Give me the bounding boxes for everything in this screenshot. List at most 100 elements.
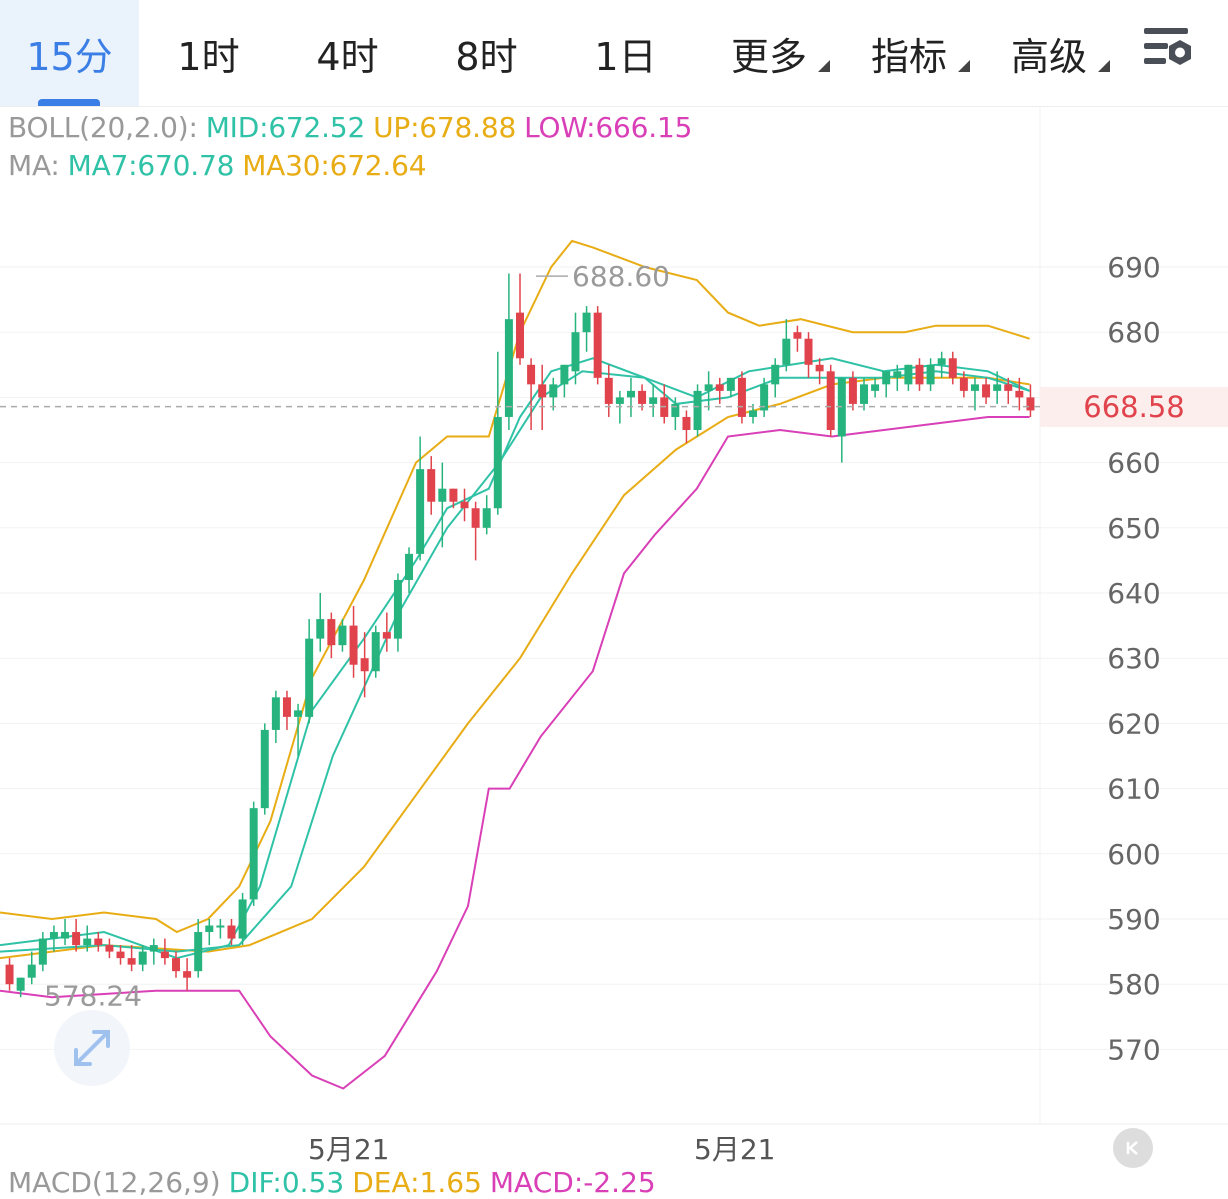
candle	[316, 593, 325, 652]
expand-arrows-icon	[74, 1030, 110, 1066]
candle-body	[371, 632, 380, 672]
candle	[493, 351, 502, 515]
candle-body	[638, 390, 647, 404]
tab-8h[interactable]: 8时	[417, 0, 556, 106]
boll-mid-line	[0, 357, 1031, 953]
tab-15min[interactable]: 15分	[0, 0, 139, 106]
candle	[693, 384, 702, 437]
candle	[915, 358, 924, 391]
tab-4h[interactable]: 4时	[278, 0, 417, 106]
candle-body	[860, 384, 868, 404]
tab-more[interactable]: 更多	[710, 0, 830, 106]
candle-body	[926, 364, 935, 385]
candle-body	[704, 384, 713, 391]
boll-legend: BOLL(20,2.0): MID:672.52 UP:678.88 LOW:666.…	[8, 111, 700, 144]
candle	[172, 951, 180, 978]
candle	[1015, 377, 1024, 411]
candle	[527, 358, 536, 430]
candle	[38, 932, 47, 972]
tab-label: 1日	[594, 34, 657, 79]
candle-body	[871, 384, 880, 391]
candle	[249, 801, 258, 906]
candle-body	[72, 932, 81, 946]
ma30-line	[0, 376, 1030, 960]
candle-body	[682, 416, 691, 430]
candle-body	[915, 364, 924, 385]
candle-body	[1015, 390, 1024, 398]
candle-body	[527, 364, 536, 385]
skip-to-start-icon	[1126, 1141, 1138, 1155]
candle	[1026, 384, 1035, 417]
candle-body	[294, 710, 303, 717]
tab-label: 1时	[177, 34, 240, 79]
candle	[626, 377, 635, 417]
candle	[704, 371, 713, 411]
ma-legend: MA: MA7:670.78 MA30:672.64	[8, 149, 434, 182]
candle-body	[160, 951, 169, 959]
candle-body	[993, 384, 1002, 391]
scroll-to-latest-button[interactable]	[1113, 1128, 1153, 1168]
candle-body	[427, 469, 436, 502]
tab-advanced[interactable]: 高级	[990, 0, 1110, 106]
boll-mid-value: MID:672.52	[205, 111, 366, 144]
candle-body	[549, 384, 558, 398]
candle	[238, 892, 247, 946]
candle	[194, 919, 203, 978]
candle	[183, 958, 192, 991]
candle	[549, 377, 558, 411]
low-price-label: 578.24	[44, 980, 142, 1013]
candle	[405, 547, 414, 593]
tab-1d[interactable]: 1日	[556, 0, 695, 106]
price-tick-label: 660	[1107, 447, 1160, 480]
candle-body	[626, 390, 635, 398]
candle	[149, 938, 158, 965]
candle	[604, 364, 613, 417]
candle-body	[970, 384, 979, 391]
price-axis: 690680670660650640630620610600590580570	[1107, 251, 1160, 1066]
candle	[205, 919, 214, 946]
candle	[449, 488, 458, 509]
candle	[72, 919, 81, 952]
candle-body	[438, 488, 447, 502]
tab-label: 4时	[316, 34, 379, 79]
settings-gear-icon[interactable]	[1138, 22, 1200, 78]
candle	[427, 456, 436, 515]
macd-name: MACD(12,26,9)	[8, 1166, 221, 1199]
candle	[260, 723, 269, 815]
candle	[116, 945, 125, 965]
fullscreen-button[interactable]	[54, 1010, 130, 1086]
candle-body	[782, 338, 791, 365]
candle	[760, 377, 769, 417]
candle	[993, 371, 1002, 404]
tab-1h[interactable]: 1时	[139, 0, 278, 106]
candle	[504, 273, 513, 430]
boll-up-value: UP:678.88	[373, 111, 517, 144]
candle-body	[826, 371, 835, 430]
candle	[860, 377, 868, 411]
candle-body	[138, 951, 147, 965]
candle-body	[327, 619, 336, 646]
candle	[804, 332, 813, 378]
candle	[737, 371, 746, 424]
candle-body	[848, 377, 857, 404]
candle	[726, 377, 735, 398]
candle-body	[127, 958, 136, 965]
macd-histogram-value: MACD:-2.25	[489, 1166, 656, 1199]
candle	[970, 377, 979, 411]
candle-body	[737, 377, 746, 417]
candle	[127, 945, 136, 972]
tab-indicators[interactable]: 指标	[850, 0, 970, 106]
candle-body	[5, 964, 14, 985]
tab-label: 更多	[730, 34, 807, 79]
candle	[371, 625, 380, 678]
candle-body	[449, 488, 458, 502]
candle-body	[27, 964, 36, 978]
candle-body	[482, 508, 491, 528]
candlestick-chart[interactable]: 690680670660650640630620610600590580570 …	[0, 106, 1228, 1126]
candle-body	[282, 697, 291, 717]
candle	[216, 919, 225, 939]
candle	[582, 306, 591, 352]
candle-body	[227, 925, 236, 939]
candle-body	[194, 932, 203, 972]
dropdown-corner-icon	[818, 60, 830, 72]
